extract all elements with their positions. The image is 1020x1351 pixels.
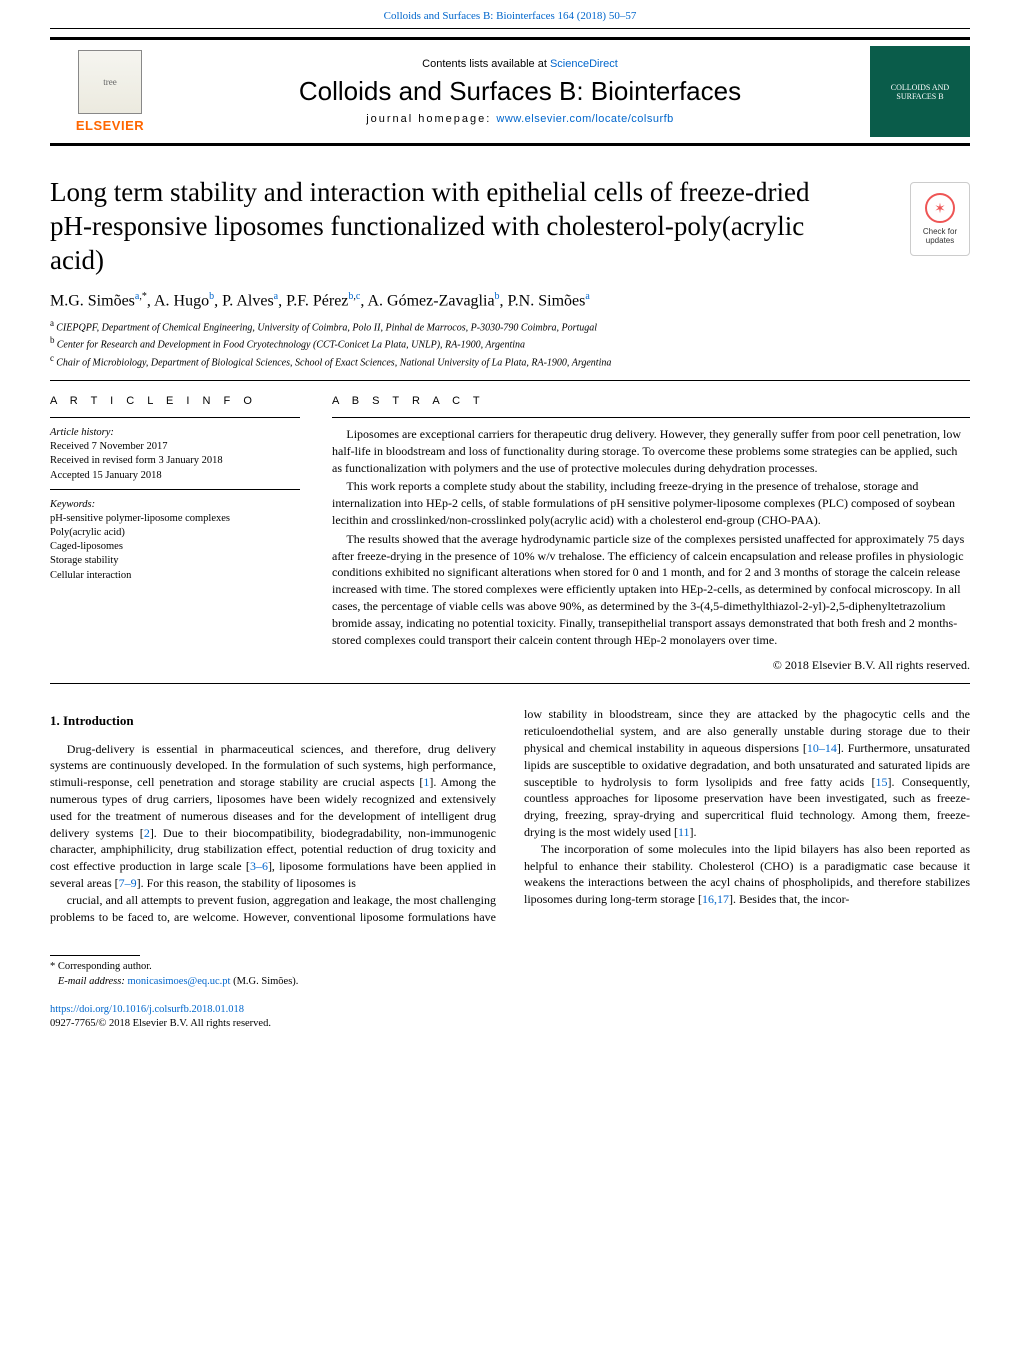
title-block: Long term stability and interaction with…	[50, 176, 970, 277]
citation-ref[interactable]: 11	[678, 825, 690, 839]
affiliation-sup: c	[50, 353, 56, 363]
corresponding-email-link[interactable]: monicasimoes@eq.uc.pt	[127, 976, 230, 987]
keyword-item: Cellular interaction	[50, 569, 300, 583]
citation-ref[interactable]: 15	[876, 775, 888, 789]
affiliations: a CIEPQPF, Department of Chemical Engine…	[50, 317, 970, 370]
author-affiliation-sup[interactable]: a,*	[135, 291, 147, 302]
corresponding-label: Corresponding author.	[58, 961, 152, 972]
affiliation-line: a CIEPQPF, Department of Chemical Engine…	[50, 317, 970, 335]
rule-info-2	[50, 489, 300, 490]
article-info-heading: A R T I C L E I N F O	[50, 395, 300, 407]
corresponding-author-note: * Corresponding author.	[50, 960, 970, 974]
email-label: E-mail address:	[58, 976, 128, 987]
affiliation-sup: b	[50, 335, 57, 345]
publisher-name: ELSEVIER	[76, 118, 144, 133]
rule-above-abstract	[50, 380, 970, 381]
author-name: P.F. Pérez	[286, 293, 348, 310]
publisher-logo[interactable]: tree ELSEVIER	[50, 46, 170, 137]
check-for-updates-badge[interactable]: ✶ Check for updates	[910, 182, 970, 256]
article-history: Article history: Received 7 November 201…	[50, 426, 300, 483]
check-updates-line1: Check for	[923, 227, 957, 236]
journal-cover-thumbnail[interactable]: COLLOIDS AND SURFACES B	[870, 46, 970, 137]
abstract-p3: The results showed that the average hydr…	[332, 531, 970, 649]
author-name: M.G. Simões	[50, 293, 135, 310]
abstract-p1: Liposomes are exceptional carriers for t…	[332, 426, 970, 476]
check-updates-line2: updates	[926, 236, 954, 245]
header-center: Contents lists available at ScienceDirec…	[170, 46, 870, 137]
affiliation-line: b Center for Research and Development in…	[50, 334, 970, 352]
keywords-label: Keywords:	[50, 498, 300, 512]
citation-ref[interactable]: 1	[423, 775, 429, 789]
introduction-p3: The incorporation of some molecules into…	[524, 841, 970, 908]
author-affiliation-sup[interactable]: a	[585, 291, 589, 302]
keyword-item: Poly(acrylic acid)	[50, 526, 300, 540]
keyword-item: pH-sensitive polymer-liposome complexes	[50, 512, 300, 526]
introduction-heading: 1. Introduction	[50, 712, 496, 730]
journal-homepage-line: journal homepage: www.elsevier.com/locat…	[170, 113, 870, 125]
history-received: Received 7 November 2017	[50, 441, 168, 452]
email-suffix: (M.G. Simões).	[230, 976, 298, 987]
info-abstract-row: A R T I C L E I N F O Article history: R…	[50, 395, 970, 673]
article-info-column: A R T I C L E I N F O Article history: R…	[50, 395, 300, 673]
author-affiliation-sup[interactable]: a	[274, 291, 278, 302]
keyword-item: Storage stability	[50, 554, 300, 568]
article-history-label: Article history:	[50, 427, 114, 438]
citation-ref[interactable]: 2	[144, 826, 150, 840]
author-affiliation-sup[interactable]: b	[209, 291, 214, 302]
crossmark-icon: ✶	[925, 193, 955, 223]
journal-name: Colloids and Surfaces B: Biointerfaces	[170, 76, 870, 107]
rule-below-abstract	[50, 683, 970, 684]
affiliation-line: c Chair of Microbiology, Department of B…	[50, 352, 970, 370]
author-affiliation-sup[interactable]: b	[495, 291, 500, 302]
cover-caption: COLLOIDS AND SURFACES B	[874, 83, 966, 101]
abstract-p2: This work reports a complete study about…	[332, 478, 970, 528]
contents-prefix: Contents lists available at	[422, 58, 550, 70]
abstract-copyright: © 2018 Elsevier B.V. All rights reserved…	[332, 658, 970, 673]
doi-link[interactable]: https://doi.org/10.1016/j.colsurfb.2018.…	[50, 1004, 244, 1015]
journal-reference: Colloids and Surfaces B: Biointerfaces 1…	[0, 0, 1020, 28]
footnotes-rule	[50, 955, 140, 956]
corresponding-email-line: E-mail address: monicasimoes@eq.uc.pt (M…	[50, 975, 970, 989]
citation-ref[interactable]: 3–6	[250, 859, 268, 873]
journal-reference-link[interactable]: Colloids and Surfaces B: Biointerfaces 1…	[384, 10, 637, 22]
journal-homepage-link[interactable]: www.elsevier.com/locate/colsurfb	[496, 113, 673, 125]
homepage-prefix: journal homepage:	[366, 113, 496, 125]
author-name: A. Gómez-Zavaglia	[367, 293, 494, 310]
rule-info-1	[50, 417, 300, 418]
introduction-p1: Drug-delivery is essential in pharmaceut…	[50, 741, 496, 892]
journal-header: tree ELSEVIER Contents lists available a…	[50, 37, 970, 146]
footnotes: * Corresponding author. E-mail address: …	[50, 955, 970, 988]
author-name: P.N. Simões	[508, 293, 586, 310]
history-revised: Received in revised form 3 January 2018	[50, 455, 223, 466]
citation-ref[interactable]: 10–14	[807, 741, 837, 755]
keywords-list: pH-sensitive polymer-liposome complexesP…	[50, 512, 300, 583]
citation-ref[interactable]: 16,17	[702, 892, 729, 906]
issn-copyright: 0927-7765/© 2018 Elsevier B.V. All right…	[50, 1018, 271, 1029]
history-accepted: Accepted 15 January 2018	[50, 470, 162, 481]
rule-abs	[332, 417, 970, 418]
keyword-item: Caged-liposomes	[50, 540, 300, 554]
paper-title: Long term stability and interaction with…	[50, 176, 830, 277]
contents-available-line: Contents lists available at ScienceDirec…	[170, 58, 870, 70]
abstract-heading: A B S T R A C T	[332, 395, 970, 407]
keywords-block: Keywords: pH-sensitive polymer-liposome …	[50, 498, 300, 583]
doi-block: https://doi.org/10.1016/j.colsurfb.2018.…	[50, 1003, 970, 1031]
body-columns: 1. Introduction Drug-delivery is essenti…	[50, 706, 970, 925]
authors-line: M.G. Simõesa,*, A. Hugob, P. Alvesa, P.F…	[50, 291, 970, 310]
elsevier-tree-icon: tree	[78, 50, 142, 114]
author-name: A. Hugo	[154, 293, 209, 310]
author-name: P. Alves	[222, 293, 274, 310]
abstract-column: A B S T R A C T Liposomes are exceptiona…	[332, 395, 970, 673]
abstract-text: Liposomes are exceptional carriers for t…	[332, 426, 970, 648]
rule-top	[50, 28, 970, 29]
sciencedirect-link[interactable]: ScienceDirect	[550, 58, 618, 70]
affiliation-sup: a	[50, 318, 56, 328]
citation-ref[interactable]: 7–9	[119, 876, 137, 890]
author-affiliation-sup[interactable]: b,c	[348, 291, 360, 302]
